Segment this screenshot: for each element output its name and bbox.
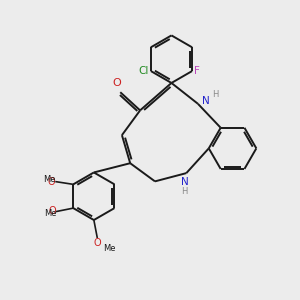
Text: O: O — [47, 177, 55, 187]
Text: N: N — [202, 96, 210, 106]
Text: O: O — [112, 78, 121, 88]
Text: O: O — [93, 238, 101, 248]
Text: H: H — [212, 90, 218, 99]
Text: O: O — [48, 206, 56, 216]
Text: F: F — [194, 66, 200, 76]
Text: H: H — [182, 187, 188, 196]
Text: N: N — [181, 177, 189, 187]
Text: Cl: Cl — [139, 66, 149, 76]
Text: Me: Me — [103, 244, 116, 253]
Text: Me: Me — [44, 175, 56, 184]
Text: Me: Me — [44, 208, 57, 217]
